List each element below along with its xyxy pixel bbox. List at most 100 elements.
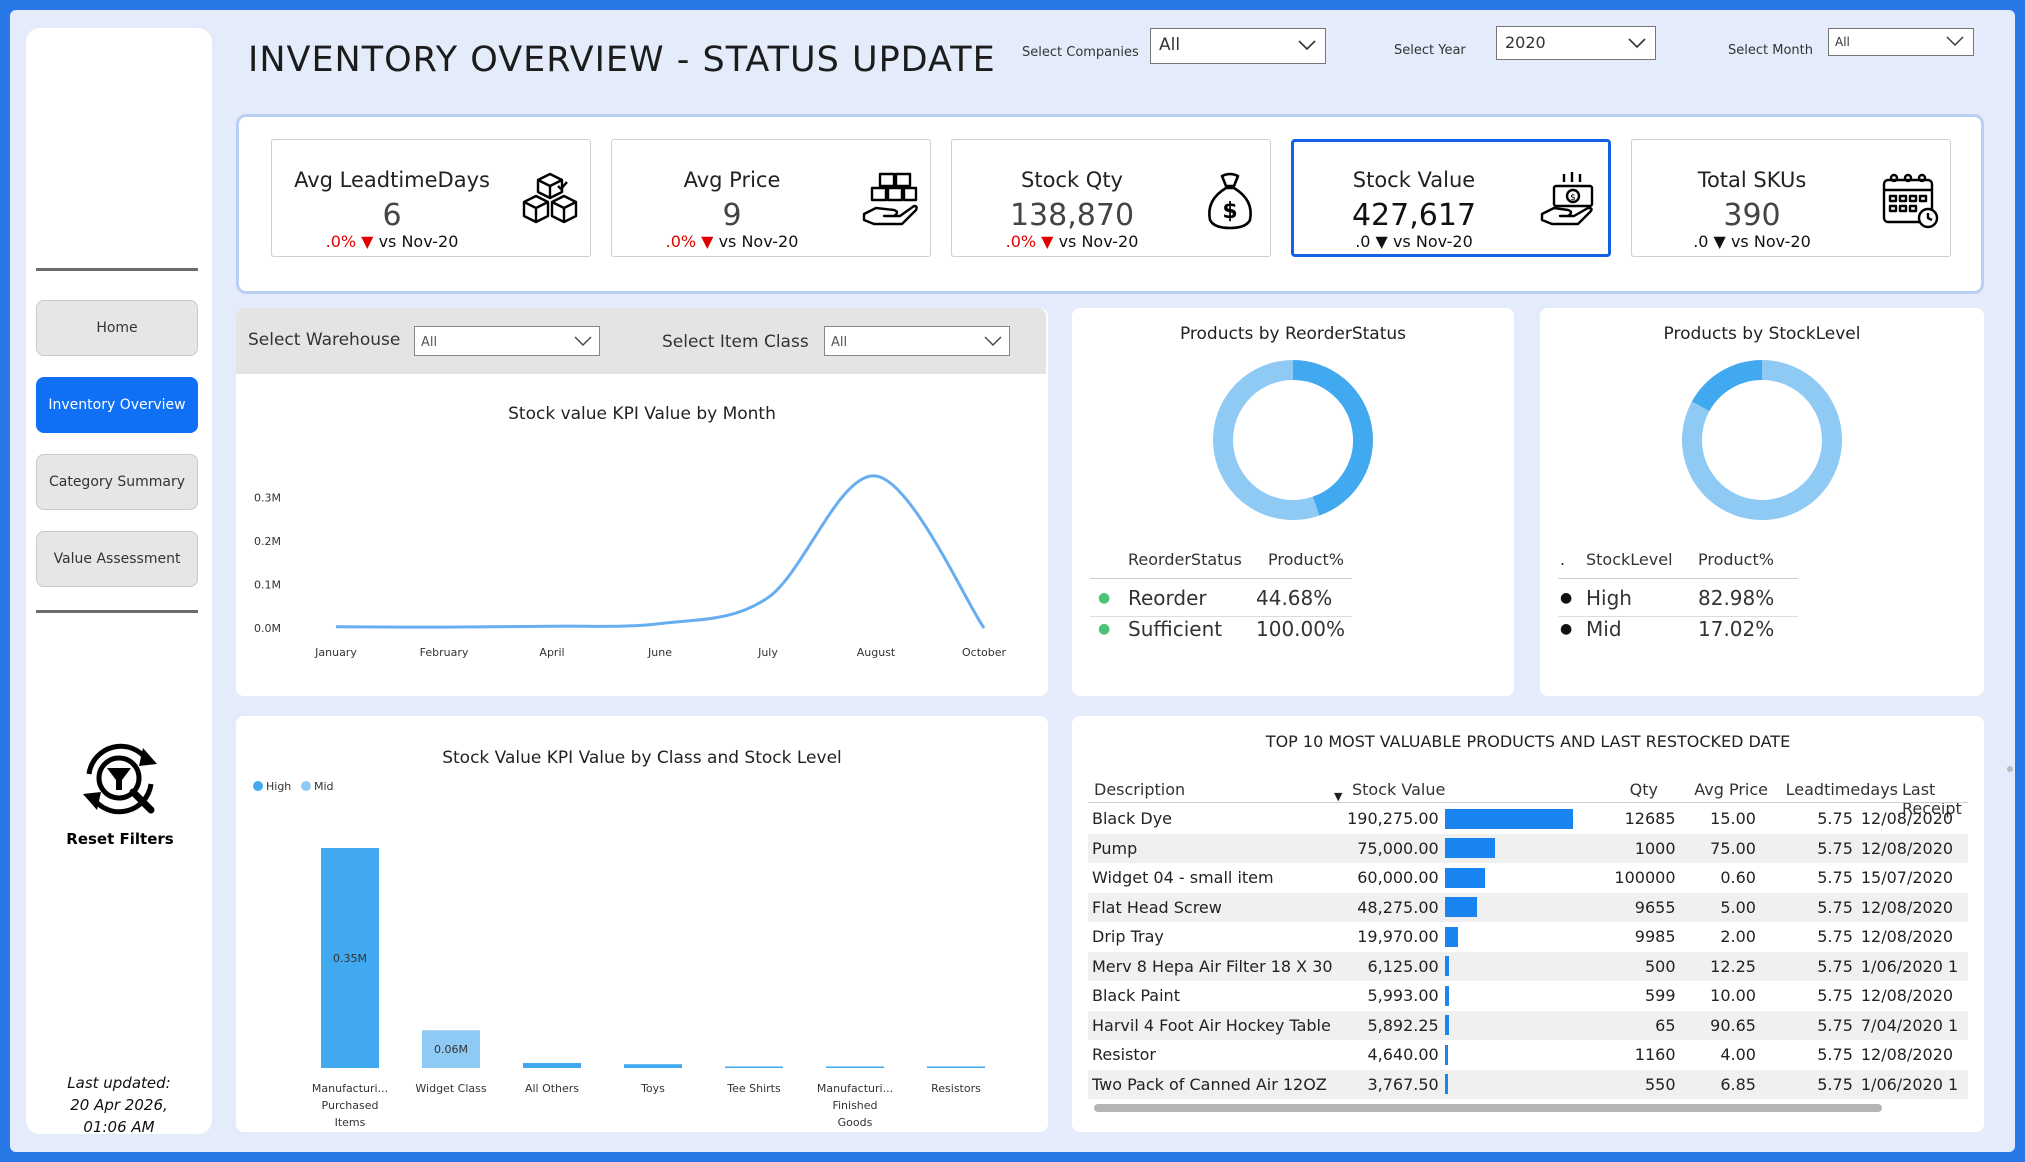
table-row[interactable]: Harvil 4 Foot Air Hockey Table 5,892.25 65…: [1088, 1010, 1968, 1040]
table-cell: Drip Tray: [1092, 927, 1164, 947]
sidebar: Home Inventory Overview Category Summary…: [26, 28, 212, 1136]
category-label: Items: [335, 1116, 366, 1129]
category-label: Resistors: [931, 1082, 981, 1095]
kpi-card-avg-leadtime[interactable]: Avg LeadtimeDays 6 .0% ▼ vs Nov-20: [271, 139, 591, 257]
reorder-status-panel: Products by ReorderStatus ReorderStatus …: [1072, 308, 1514, 696]
bar-chart: High Mid Manufacturi... Purchased Items Widge…: [253, 780, 985, 1129]
table-cell: 5.75: [1759, 833, 1857, 863]
chevron-down-icon: [1298, 40, 1316, 51]
reorder-col-pct: Product%: [1268, 550, 1344, 569]
page-title: INVENTORY OVERVIEW - STATUS UPDATE: [248, 40, 996, 80]
table-cell: 5,993.00: [1367, 986, 1439, 1006]
table-cell: Merv 8 Hepa Air Filter 18 X 30: [1088, 951, 1343, 981]
month-slicer-label: Select Month: [1728, 43, 1813, 58]
nav-value-assessment-button[interactable]: Value Assessment: [36, 531, 198, 587]
table-row[interactable]: Flat Head Screw 48,275.00 9655 5.00 5.75 12/0…: [1088, 892, 1968, 922]
x-tick-label: October: [962, 646, 1006, 659]
stock-value-by-month-panel: Select Warehouse All Select Item Class A…: [236, 308, 1048, 696]
kpi-value: 6: [382, 198, 402, 233]
table-cell: 12/08/2020: [1860, 1045, 1954, 1065]
reorder-title: Products by ReorderStatus: [1179, 324, 1407, 344]
kpi-title: Avg LeadtimeDays: [294, 168, 490, 192]
legend-marker: [253, 781, 263, 791]
table-cell: 9985: [1634, 927, 1676, 947]
reset-filters-button[interactable]: Reset Filters: [60, 734, 180, 848]
table-cell: 6,125.00: [1342, 951, 1443, 981]
kpi-card-stock-value[interactable]: Stock Value 427,617 .0 ▼ vs Nov-20 $: [1291, 139, 1611, 257]
top10-header-cell[interactable]: Leadtimedays: [1785, 780, 1898, 799]
top10-header-row: Description Stock Value Qty Avg Price Leadti…: [1072, 768, 1984, 818]
top10-header-cell[interactable]: Last Receipt: [1902, 780, 1962, 818]
warehouse-filter-dropdown[interactable]: All: [414, 326, 600, 356]
x-tick-label: April: [539, 646, 564, 659]
reorder-donut: [1213, 360, 1373, 520]
top10-title: TOP 10 MOST VALUABLE PRODUCTS AND LAST R…: [1265, 732, 1791, 751]
table-row[interactable]: Drip Tray 19,970.00 9985 2.00 5.75 12/08/2020: [1088, 922, 1968, 952]
table-cell: 1000: [1585, 833, 1680, 863]
kpi-delta: .0% ▼ vs Nov-20: [665, 232, 799, 251]
table-row[interactable]: Resistor 4,640.00 1160 4.00 5.75 12/08/2020: [1088, 1040, 1968, 1070]
horizontal-scrollbar[interactable]: [1094, 1104, 1882, 1112]
last-updated-date: 20 Apr 2026,: [70, 1096, 168, 1114]
top10-header-cell[interactable]: Qty: [1629, 780, 1658, 799]
y-tick-label: 0.2M: [254, 535, 281, 548]
top10-header-cell[interactable]: Stock Value: [1352, 780, 1446, 799]
stock-level-panel: Products by StockLevel . StockLevel Prod…: [1540, 308, 1984, 696]
donut-slice-high: [1682, 360, 1842, 520]
table-row[interactable]: Black Paint 5,993.00 599 10.00 5.75 12/08/202…: [1088, 981, 1968, 1011]
kpi-card-avg-price[interactable]: Avg Price 9 .0% ▼ vs Nov-20: [611, 139, 931, 257]
kpi-value: 138,870: [1009, 198, 1135, 233]
kpi-card-stock-qty[interactable]: Stock Qty 138,870 .0% ▼ vs Nov-20 $: [951, 139, 1271, 257]
table-cell: 1/06/2020 1: [1856, 1069, 1968, 1099]
year-slicer[interactable]: 2020: [1496, 26, 1656, 60]
table-row[interactable]: Two Pack of Canned Air 12OZ 3,767.50 550 6.…: [1088, 1069, 1968, 1099]
sort-descending-icon[interactable]: ▼: [1334, 790, 1343, 803]
kpi-title: Stock Value: [1352, 168, 1476, 192]
table-cell: 15.00: [1710, 809, 1756, 829]
table-cell: 7/04/2020 1: [1856, 1010, 1968, 1040]
kpi-delta: .0% ▼ vs Nov-20: [1005, 232, 1139, 251]
stock-value-bar-cell: [1443, 804, 1586, 834]
bar-chart-title: Stock Value KPI Value by Class and Stock…: [442, 748, 842, 768]
year-slicer-label: Select Year: [1394, 43, 1466, 58]
item-class-filter-dropdown[interactable]: All: [824, 326, 1010, 356]
table-cell: 60,000.00: [1357, 868, 1439, 888]
chevron-down-icon: [574, 336, 592, 346]
kpi-card-total-skus[interactable]: Total SKUs 390 .0 ▼ vs Nov-20: [1631, 139, 1951, 257]
reorder-row-divider: [1090, 616, 1352, 617]
kpi-title: Stock Qty: [1021, 168, 1123, 192]
last-updated-time: 01:06 AM: [83, 1118, 155, 1136]
category-label: Tee Shirts: [726, 1082, 781, 1095]
scroll-indicator: [2007, 766, 2013, 772]
nav-home-button[interactable]: Home: [36, 300, 198, 356]
companies-slicer-label: Select Companies: [1022, 45, 1139, 60]
bar-high: [725, 1066, 783, 1068]
top10-header-cell[interactable]: Avg Price: [1694, 780, 1768, 799]
nav-inventory-overview-button[interactable]: Inventory Overview: [36, 377, 198, 433]
stock-value-bar: [1444, 1074, 1448, 1095]
category-label: Toys: [640, 1082, 665, 1095]
top10-header-cell[interactable]: Description: [1094, 780, 1186, 799]
stocklevel-title: Products by StockLevel: [1663, 324, 1861, 344]
stocklevel-row-label: Mid: [1586, 617, 1622, 641]
x-tick-label: February: [420, 646, 469, 659]
table-cell: 5.75: [1759, 892, 1857, 922]
nav-category-summary-button[interactable]: Category Summary: [36, 454, 198, 510]
table-cell: Harvil 4 Foot Air Hockey Table: [1088, 1010, 1343, 1040]
hand-cash-icon: $: [1540, 172, 1594, 226]
companies-slicer[interactable]: All: [1150, 28, 1326, 64]
table-row[interactable]: Merv 8 Hepa Air Filter 18 X 30 6,125.00 50…: [1088, 951, 1968, 981]
reorder-row-pct: 100.00%: [1256, 617, 1345, 641]
table-cell: 90.65: [1679, 1010, 1760, 1040]
table-row[interactable]: Black Dye 190,275.00 12685 15.00 5.75 12/08/2…: [1088, 804, 1968, 834]
reorder-table-divider: [1090, 578, 1352, 579]
month-slicer[interactable]: All: [1828, 28, 1974, 56]
table-row[interactable]: Pump 75,000.00 1000 75.00 5.75 12/08/2020: [1088, 833, 1968, 863]
table-row[interactable]: Widget 04 - small item 60,000.00 100000 0.6…: [1088, 863, 1968, 893]
table-cell: 190,275.00: [1347, 809, 1439, 829]
line-chart-filter-bar: Select Warehouse All Select Item Class A…: [236, 308, 1046, 374]
stock-value-bar-cell: [1442, 1069, 1586, 1099]
hand-boxes-icon: [862, 172, 918, 226]
table-cell: Pump: [1088, 833, 1343, 863]
stocklevel-donut: [1682, 360, 1842, 520]
